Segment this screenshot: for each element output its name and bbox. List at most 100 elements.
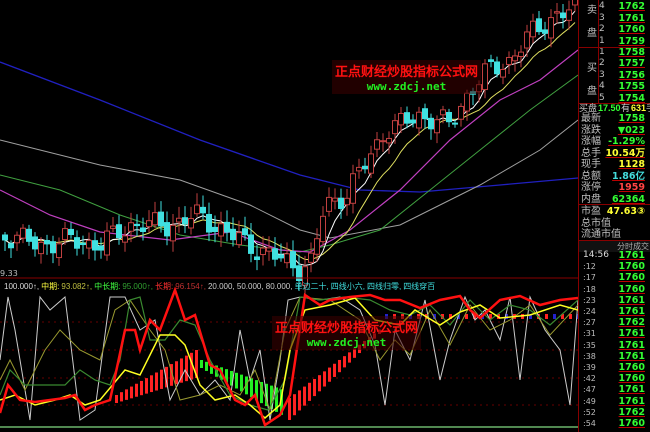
candle-down xyxy=(200,206,206,214)
candle-down xyxy=(290,251,296,269)
tick-time: :23 xyxy=(583,295,596,305)
candle-up xyxy=(86,239,92,249)
quote-panel: 卖 盘 买 盘 4 1762 3 1761 2 1760 1 1759 1 1758 2 1757 3 1… xyxy=(578,0,650,432)
sell-level[interactable]: 3 1761 xyxy=(579,13,650,24)
indicator-bar-red xyxy=(308,382,311,401)
level-price: 1762 xyxy=(618,1,645,12)
candle-down xyxy=(452,122,458,125)
kline-chart[interactable] xyxy=(0,0,578,432)
sell-level[interactable]: 1 1759 xyxy=(579,36,650,47)
indicator-dot xyxy=(545,314,548,319)
indicator-line-red xyxy=(0,286,578,427)
bid-price: 17.50 xyxy=(598,103,621,113)
candle-down xyxy=(50,241,56,254)
tick-row: :39 1760 xyxy=(579,362,650,373)
candle-down xyxy=(140,227,146,233)
level-price: 1754 xyxy=(618,92,645,104)
indicator-bar-red xyxy=(318,375,321,392)
buy-level[interactable]: 1 1758 xyxy=(579,47,650,58)
candle-up xyxy=(332,197,338,202)
level-price: 1760 xyxy=(618,24,645,35)
indicator-dot xyxy=(553,314,556,319)
candle-up xyxy=(302,266,308,286)
moving-averages xyxy=(0,10,578,266)
indicator-dot xyxy=(465,314,468,319)
buy-level[interactable]: 4 1755 xyxy=(579,81,650,92)
indicator-label: 95.000↑, xyxy=(122,282,154,291)
quote-label: 总手 xyxy=(581,147,601,159)
quote-value: ▼023 xyxy=(617,124,645,136)
indicator-line-yellow xyxy=(0,297,578,419)
candle-down xyxy=(164,222,170,237)
candle-up xyxy=(218,223,224,237)
candle-up xyxy=(500,68,506,78)
quote-value: 1.86亿 xyxy=(612,170,645,182)
quote-label: 最新 xyxy=(581,113,601,124)
indicator-bar-green xyxy=(235,372,238,389)
quote-value: 1128 xyxy=(618,159,645,170)
candle-up xyxy=(554,11,560,14)
candle-down xyxy=(32,236,38,250)
tick-time: :42 xyxy=(583,374,596,384)
candle-down xyxy=(74,237,80,249)
quote-row: 内盘 62364 xyxy=(579,194,650,205)
candle-up xyxy=(38,241,44,255)
tick-row: :35 1761 xyxy=(579,340,650,351)
indicator-bar-red xyxy=(155,372,158,391)
quote-value: 10.54万 xyxy=(605,147,645,159)
quote-value: -1.29% xyxy=(608,136,645,147)
tick-price: 1761 xyxy=(618,350,645,362)
buy-level[interactable]: 3 1756 xyxy=(579,70,650,81)
buy-level[interactable]: 5 1754 xyxy=(579,93,650,104)
candle-down xyxy=(278,254,284,259)
indicator-bar-red xyxy=(303,386,306,406)
candle-up xyxy=(548,17,554,39)
indicator-dot xyxy=(577,314,578,319)
candle-up xyxy=(368,153,374,174)
tick-row: :24 1761 xyxy=(579,306,650,317)
sell-label: 盘 xyxy=(587,28,597,39)
buy-level[interactable]: 2 1757 xyxy=(579,58,650,69)
candle-up xyxy=(176,217,182,223)
quote-row: 总手 10.54万 xyxy=(579,148,650,159)
candle-down xyxy=(338,197,344,209)
indicator-label-row: 100.000↑, 中期: 93.082↑, 中长期: 95.000↑, 长期: 96.15… xyxy=(4,282,437,292)
quote-label: 现手 xyxy=(581,159,601,170)
indicator-bar-red xyxy=(343,356,346,368)
indicator-bar-green xyxy=(245,376,248,395)
quote-value: 62364 xyxy=(611,193,645,205)
level-price: 1757 xyxy=(618,58,645,70)
tick-price: 1761 xyxy=(618,328,645,340)
tick-time: :47 xyxy=(583,385,596,395)
quote-value: 1758 xyxy=(618,113,645,124)
candle-down xyxy=(410,119,416,124)
indicator-bar-red xyxy=(298,390,301,411)
quote-label: 涨幅 xyxy=(581,136,601,147)
candle-up xyxy=(344,197,350,206)
tick-price: 1760 xyxy=(618,373,645,385)
valuation-label: 总市值 xyxy=(581,217,611,229)
level-number: 4 xyxy=(599,1,605,11)
tick-time: :49 xyxy=(583,396,596,406)
candle-up xyxy=(236,232,242,246)
candle-up xyxy=(194,204,200,215)
candle-down xyxy=(488,59,494,62)
candle-up xyxy=(506,56,512,65)
sell-level[interactable]: 4 1762 xyxy=(579,1,650,12)
candle-up xyxy=(374,139,380,150)
sell-level[interactable]: 2 1760 xyxy=(579,24,650,35)
candle-down xyxy=(158,211,164,227)
quote-row: 最新 1758 xyxy=(579,113,650,124)
valuation-row: 流通市值 xyxy=(579,229,650,240)
candle-down xyxy=(446,111,452,123)
indicator-bar-red xyxy=(130,386,133,399)
candle-up xyxy=(392,120,398,135)
valuation-label: 市盈 xyxy=(581,206,601,217)
watermark-url: www.zdcj.net xyxy=(306,336,387,349)
candle-down xyxy=(116,224,122,239)
indicator-bar-red xyxy=(160,369,163,389)
indicator-bar-red xyxy=(288,398,291,420)
candle-up xyxy=(104,230,110,256)
candlesticks xyxy=(2,0,578,297)
level-price: 1755 xyxy=(618,81,645,93)
